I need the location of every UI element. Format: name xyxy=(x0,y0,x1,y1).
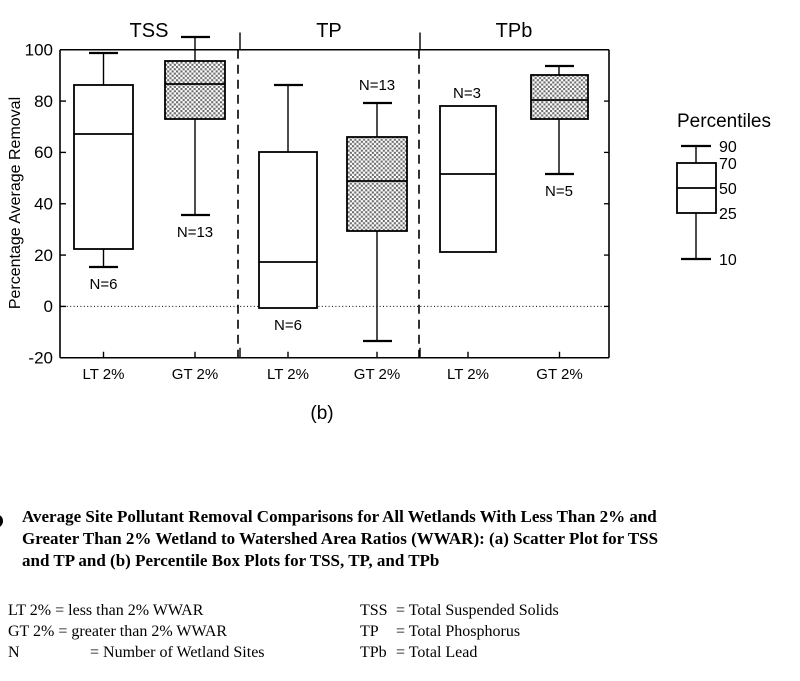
svg-text:TP: TP xyxy=(316,20,342,42)
svg-text:Average Site Pollutant Removal: Average Site Pollutant Removal Compariso… xyxy=(22,507,657,526)
svg-text:LT 2% = less than 2% WWAR: LT 2% = less than 2% WWAR xyxy=(8,602,204,619)
svg-text:N=3: N=3 xyxy=(453,85,481,102)
svg-text:TPb: TPb xyxy=(496,20,533,42)
svg-text:100: 100 xyxy=(25,41,53,60)
svg-text:TPb: TPb xyxy=(360,644,387,661)
svg-text:TP: TP xyxy=(360,623,379,640)
svg-text:60: 60 xyxy=(34,143,53,162)
svg-text:N=6: N=6 xyxy=(90,276,118,293)
svg-text:25: 25 xyxy=(719,206,737,223)
svg-text:N=13: N=13 xyxy=(177,224,213,241)
svg-text:GT 2%: GT 2% xyxy=(536,366,582,383)
svg-text:GT 2%: GT 2% xyxy=(172,366,218,383)
svg-text:80: 80 xyxy=(34,92,53,111)
svg-text:N=6: N=6 xyxy=(274,317,302,334)
svg-text:= Number of Wetland Sites: = Number of Wetland Sites xyxy=(90,644,265,661)
svg-text:= Total Suspended Solids: = Total Suspended Solids xyxy=(396,602,559,619)
svg-text:TSS: TSS xyxy=(130,20,169,42)
svg-text:Percentiles: Percentiles xyxy=(677,111,771,132)
svg-text:TSS: TSS xyxy=(360,602,388,619)
svg-text:LT 2%: LT 2% xyxy=(447,366,489,383)
svg-text:N=13: N=13 xyxy=(359,77,395,94)
svg-text:40: 40 xyxy=(34,195,53,214)
svg-text:Greater Than 2% Wetland to Wat: Greater Than 2% Wetland to Watershed Are… xyxy=(22,529,658,548)
svg-text:70: 70 xyxy=(719,156,737,173)
svg-text:50: 50 xyxy=(719,181,737,198)
svg-text:(b): (b) xyxy=(310,403,333,424)
svg-text:= Total Lead: = Total Lead xyxy=(396,644,477,661)
svg-text:90: 90 xyxy=(719,139,737,156)
svg-text:N=5: N=5 xyxy=(545,183,573,200)
svg-text:0: 0 xyxy=(44,297,53,316)
svg-text:-20: -20 xyxy=(28,349,53,368)
svg-text:Percentage Average Removal: Percentage Average Removal xyxy=(7,97,24,309)
svg-text:10: 10 xyxy=(719,252,737,269)
svg-text:GT 2% = greater than 2% WWAR: GT 2% = greater than 2% WWAR xyxy=(8,623,227,640)
svg-text:GT 2%: GT 2% xyxy=(354,366,400,383)
svg-text:and TP and (b) Percentile Box: and TP and (b) Percentile Box Plots for … xyxy=(22,551,439,570)
svg-text:LT 2%: LT 2% xyxy=(267,366,309,383)
svg-text:LT 2%: LT 2% xyxy=(83,366,125,383)
svg-text:= Total Phosphorus: = Total Phosphorus xyxy=(396,623,520,640)
svg-text:N: N xyxy=(8,644,20,661)
svg-text:20: 20 xyxy=(34,246,53,265)
